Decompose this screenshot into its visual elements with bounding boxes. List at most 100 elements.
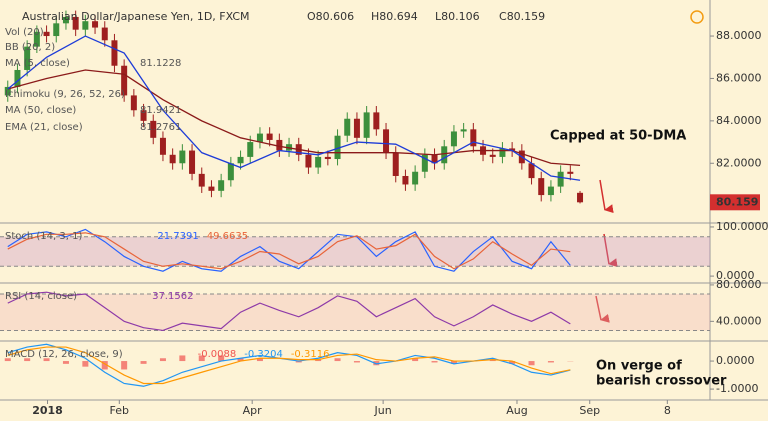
ohlc-prefix: H	[371, 10, 379, 23]
histogram-bar	[547, 361, 554, 363]
candle-body	[227, 163, 234, 181]
candle-body	[421, 154, 428, 172]
indicator-label: BB (20, 2)	[5, 42, 55, 53]
histogram-bar	[509, 361, 516, 364]
arrow	[599, 179, 614, 214]
indicator-value: 37.1562	[152, 291, 193, 302]
candle-body	[82, 21, 89, 30]
histogram-bar	[489, 359, 496, 362]
band	[0, 236, 710, 267]
candle-body	[62, 16, 69, 24]
histogram-bar	[24, 358, 31, 362]
candle-body	[460, 129, 467, 132]
candle-body	[383, 129, 390, 153]
candle-body	[344, 118, 351, 136]
ohlc: L80.106	[435, 10, 480, 23]
candle-body	[14, 69, 21, 87]
x-tick-label: Sep	[579, 404, 600, 417]
candle-body	[557, 171, 564, 187]
histogram-bar	[62, 361, 69, 364]
candle-body	[528, 163, 535, 179]
overlay-line	[7, 69, 581, 167]
indicator-label: Ichimoku (9, 26, 52, 26)	[5, 89, 125, 100]
indicator-name: Stoch (14, 3, 1)	[5, 231, 82, 242]
annotation: Capped at 50-DMA	[550, 129, 686, 144]
candle-body	[189, 150, 196, 174]
x-tick-label: Aug	[506, 404, 527, 417]
y-tick-label: 40.0000	[716, 314, 762, 327]
indicator-line	[7, 232, 571, 270]
histogram-bar	[218, 355, 225, 362]
y-tick-label: 0.0000	[716, 269, 755, 282]
candle-body	[538, 178, 545, 196]
indicator-value: -0.3204	[244, 349, 283, 360]
x-tick-label: 2018	[32, 404, 63, 417]
candle-body	[53, 23, 60, 37]
candle-body	[315, 156, 322, 168]
candle-body	[198, 173, 205, 187]
candle-body	[499, 148, 506, 157]
y-tick-label: -1.0000	[716, 382, 758, 395]
indicator-name: RSI (14, close)	[5, 291, 77, 302]
indicator-line	[7, 291, 571, 332]
candle-body	[402, 175, 409, 185]
histogram-bar	[159, 358, 166, 362]
candle-body	[489, 154, 496, 157]
candle-body	[334, 135, 341, 160]
band	[0, 294, 710, 331]
candle-body	[4, 86, 11, 96]
histogram-bar	[140, 361, 147, 364]
candle-body	[450, 131, 457, 147]
indicator-legend: RSI (14, close) 37.1562	[5, 291, 193, 302]
candle-body	[392, 152, 399, 176]
histogram-bar	[412, 358, 419, 362]
histogram-bar	[101, 361, 108, 370]
candle-body	[179, 150, 186, 164]
candle-body	[256, 133, 263, 143]
y-tick-label: 84.0000	[716, 114, 762, 127]
ohlc-prefix: C	[499, 10, 507, 23]
histogram-bar	[450, 361, 457, 364]
x-tick-label: 8	[664, 404, 671, 417]
indicator-value: 81.1228	[140, 58, 181, 69]
indicator-name: MACD (12, 26, close, 9)	[5, 349, 123, 360]
y-tick-label: 0.0000	[716, 354, 755, 367]
chart-title: Australian Dollar/Japanese Yen, 1D, FXCM	[22, 10, 250, 23]
price-label-bg	[710, 194, 760, 211]
ohlc: C80.159	[499, 10, 545, 23]
histogram-bar	[315, 359, 322, 362]
ohlc-value: 80.106	[441, 10, 480, 23]
indicator-legend: MACD (12, 26, close, 9) -0.0088 -0.3204 -0.…	[5, 349, 329, 360]
candle-body	[577, 192, 584, 203]
indicator-line	[7, 228, 571, 272]
indicator-label: EMA (21, close)	[5, 122, 83, 133]
candle-body	[169, 154, 176, 164]
histogram-bar	[528, 361, 535, 366]
ohlc-value: 80.606	[316, 10, 355, 23]
candle-body	[43, 31, 50, 37]
candle-body	[24, 46, 31, 70]
candle-body	[121, 65, 128, 96]
histogram-bar	[256, 358, 263, 362]
indicator-value: 49.6635	[207, 231, 248, 242]
x-tick-label: Feb	[110, 404, 129, 417]
x-tick-label: Jun	[374, 404, 392, 417]
indicator-value: 81.9421	[140, 105, 181, 116]
candle-body	[72, 16, 79, 30]
histogram-bar	[179, 355, 186, 362]
candle-body	[412, 171, 419, 185]
ohlc-value: 80.159	[507, 10, 546, 23]
candle-body	[363, 112, 370, 138]
indicator-value: 81.2761	[140, 122, 181, 133]
overlay-line	[7, 35, 581, 181]
candle-body	[237, 156, 244, 164]
y-tick-label: 88.0000	[716, 29, 762, 42]
alert-icon[interactable]	[690, 10, 704, 24]
indicator-label: Vol (20)	[5, 27, 44, 38]
candle-body	[547, 186, 554, 196]
indicator-label: MA (50, close)	[5, 105, 76, 116]
histogram-bar	[295, 361, 302, 363]
indicator-value: -0.0088	[198, 349, 237, 360]
arrow	[595, 295, 610, 323]
